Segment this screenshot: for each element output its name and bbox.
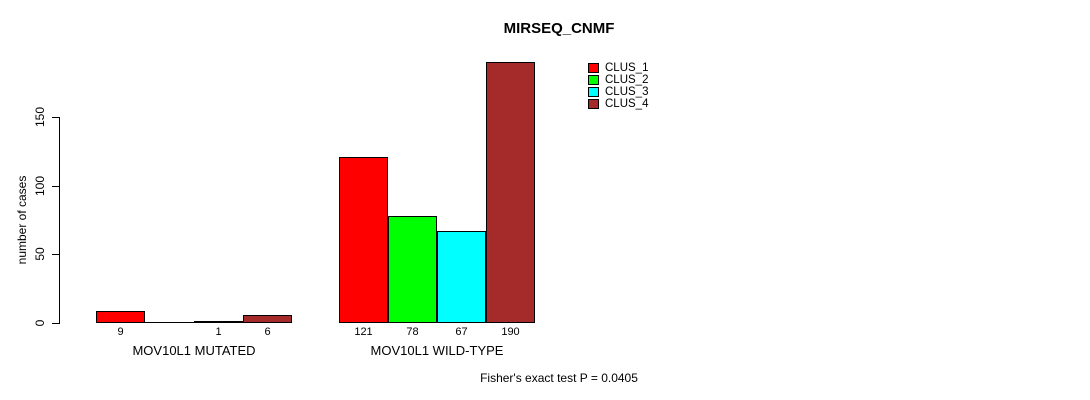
legend-item: CLUS_2: [588, 74, 648, 86]
y-tick: [52, 117, 60, 118]
bar-value-label: 121: [354, 326, 373, 338]
bar-value-label: 9: [117, 326, 124, 338]
bar-clus_2-group2: [388, 215, 437, 323]
legend-swatch-icon: [588, 87, 599, 97]
y-axis-line: [59, 117, 60, 324]
legend-item: CLUS_3: [588, 86, 648, 98]
bar-clus_2-group1-zero: [145, 322, 194, 323]
y-tick: [52, 254, 60, 256]
bar-value-label: 190: [501, 326, 520, 338]
bar-clus_4-group2: [486, 62, 535, 323]
legend-swatch-icon: [588, 63, 599, 73]
legend-swatch-icon: [588, 99, 599, 109]
legend-label: CLUS_3: [605, 86, 649, 98]
bar-value-label: 78: [406, 326, 419, 338]
legend-item: CLUS_1: [588, 62, 648, 74]
chart-title: MIRSEQ_CNMF: [503, 20, 615, 37]
footer-note: Fisher's exact test P = 0.0405: [480, 371, 638, 385]
bar-clus_4-group1: [243, 314, 292, 323]
legend: CLUS_1 CLUS_2 CLUS_3 CLUS_4: [588, 62, 648, 110]
legend-label: CLUS_1: [605, 62, 649, 74]
y-tick-label: 100: [33, 175, 47, 196]
group-label-2: MOV10L1 WILD-TYPE: [370, 343, 504, 358]
legend-label: CLUS_2: [605, 74, 649, 86]
legend-swatch-icon: [588, 75, 599, 85]
group-label-1: MOV10L1 MUTATED: [132, 343, 256, 358]
bar-value-label: 6: [264, 326, 271, 338]
legend-item: CLUS_4: [588, 98, 648, 110]
y-tick-label: 0: [33, 319, 47, 327]
legend-label: CLUS_4: [605, 98, 649, 110]
bar-value-label: 1: [215, 326, 222, 338]
y-axis-label: number of cases: [15, 175, 29, 265]
y-tick: [52, 323, 60, 324]
y-tick-label: 50: [33, 247, 47, 262]
y-tick: [52, 185, 60, 187]
bar-clus_1-group1: [96, 310, 145, 323]
bar-clus_3-group1: [194, 321, 243, 323]
y-tick-label: 150: [33, 106, 47, 128]
bar-clus_3-group2: [437, 230, 486, 323]
bar-clus_1-group2: [339, 156, 388, 323]
bar-value-label: 67: [455, 326, 468, 338]
